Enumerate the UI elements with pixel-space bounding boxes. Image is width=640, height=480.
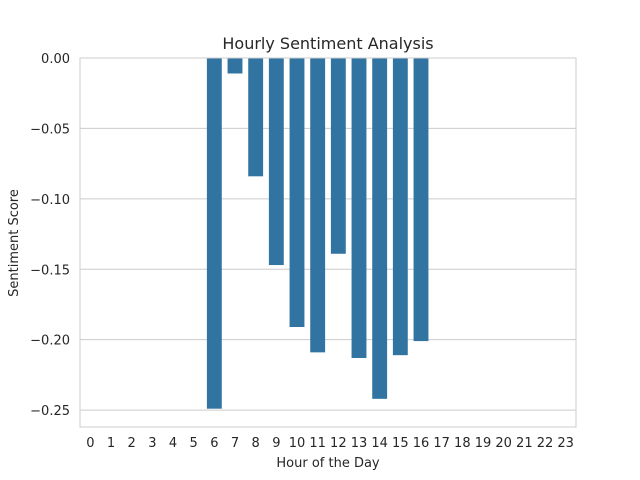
x-tick-label: 6 [210, 436, 218, 451]
x-tick-label: 22 [537, 436, 554, 451]
y-tick-label: −0.25 [30, 404, 70, 419]
bar-hour-9 [268, 58, 284, 266]
bar-hour-11 [310, 58, 326, 353]
x-tick-label: 8 [252, 436, 260, 451]
y-axis-label: Sentiment Score [7, 189, 22, 297]
bar-hour-7 [227, 58, 243, 74]
x-tick-label: 18 [454, 436, 471, 451]
x-tick-label: 5 [190, 436, 198, 451]
x-tick-label: 16 [413, 436, 430, 451]
x-tick-label: 20 [495, 436, 512, 451]
x-tick-label: 9 [272, 436, 280, 451]
bar-hour-16 [413, 58, 429, 342]
x-tick-label: 19 [475, 436, 492, 451]
y-tick-label: 0.00 [41, 52, 70, 67]
bar-hour-8 [248, 58, 264, 177]
x-tick-label: 4 [169, 436, 177, 451]
bar-hour-6 [206, 58, 222, 409]
x-tick-label: 7 [231, 436, 239, 451]
y-tick-label: −0.05 [30, 122, 70, 137]
x-tick-label: 23 [557, 436, 574, 451]
bar-hour-13 [351, 58, 367, 358]
x-tick-label: 12 [330, 436, 347, 451]
y-tick-label: −0.20 [30, 334, 70, 349]
bar-hour-12 [330, 58, 346, 254]
x-tick-label: 10 [289, 436, 306, 451]
x-tick-label: 11 [309, 436, 326, 451]
x-tick-label: 1 [107, 436, 115, 451]
x-tick-labels: 0 1 2 3 4 5 6 7 8 9 10 11 12 13 14 15 16 17 18 19 20 21 22 23 [86, 436, 574, 451]
x-tick-label: 13 [351, 436, 368, 451]
bars [206, 58, 429, 409]
bar-hour-15 [392, 58, 408, 356]
y-tick-label: −0.10 [30, 193, 70, 208]
grid-lines [80, 57, 576, 411]
x-axis-label: Hour of the Day [276, 456, 380, 471]
chart-title: Hourly Sentiment Analysis [222, 34, 433, 53]
x-tick-label: 2 [128, 436, 136, 451]
bar-hour-10 [289, 58, 305, 328]
y-tick-labels: 0.00 −0.05 −0.10 −0.15 −0.20 −0.25 [30, 52, 70, 419]
y-tick-label: −0.15 [30, 263, 70, 278]
x-tick-label: 3 [148, 436, 156, 451]
plot-frame [79, 57, 577, 428]
x-tick-label: 0 [86, 436, 94, 451]
bar-hour-14 [372, 58, 388, 399]
x-tick-label: 21 [516, 436, 533, 451]
x-tick-label: 14 [371, 436, 388, 451]
x-tick-label: 15 [392, 436, 409, 451]
x-tick-label: 17 [433, 436, 450, 451]
